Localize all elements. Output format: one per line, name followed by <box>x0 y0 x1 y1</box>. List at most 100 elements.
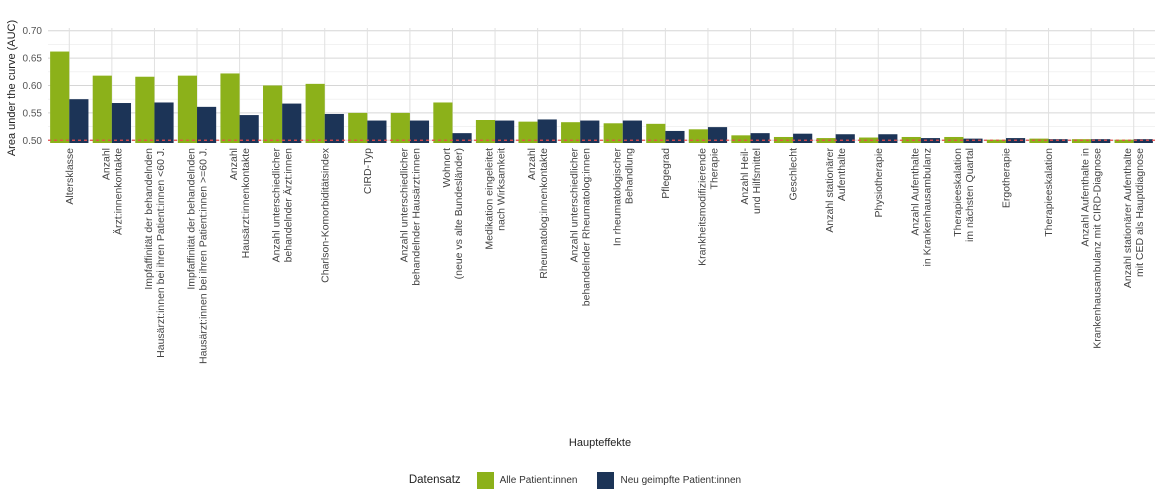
bar-neu-geimpfte-patientinnen <box>452 133 472 143</box>
x-axis-title: Haupteffekte <box>569 437 631 449</box>
x-category-label: CIRD-Typ <box>362 148 374 194</box>
x-category-label-line: Therapieeskalation <box>952 148 964 237</box>
x-category-label-line: Hausärzt:innen bei ihren Patient:innen <… <box>155 148 167 358</box>
bar-alle-patientinnen <box>688 129 708 143</box>
x-category-label-line: mit CED als Hauptdiagnose <box>1134 148 1146 277</box>
y-axis-title: Area under the curve (AUC) <box>6 20 18 156</box>
x-category-label-line: Ärzt:innenkontakte <box>112 148 124 235</box>
legend-title: Datensatz <box>408 474 461 486</box>
bar-alle-patientinnen <box>177 75 198 143</box>
x-category-label: Anzahl unterschiedlicher behandelnder Hau… <box>398 148 422 286</box>
x-category-label-line: Krankheitsmodifizierende <box>696 148 708 266</box>
bar-alle-patientinnen <box>390 112 410 143</box>
x-category-label-line: Hausärzt:innenkontakte <box>240 148 252 258</box>
bar-neu-geimpfte-patientinnen <box>111 103 132 143</box>
x-category-label-line: Anzahl unterschiedlicher <box>569 148 581 263</box>
x-category-label: Anzahl Ärzt:innenkontakte <box>100 148 124 235</box>
bar-neu-geimpfte-patientinnen <box>878 134 898 143</box>
x-category-label-line: Anzahl <box>526 148 538 180</box>
bar-neu-geimpfte-patientinnen <box>537 119 557 143</box>
x-category-label: Ergotherapie <box>1000 148 1012 208</box>
bar-alle-patientinnen <box>1114 139 1134 143</box>
bar-neu-geimpfte-patientinnen <box>367 120 387 143</box>
x-category-label-line: Therapie <box>708 148 720 190</box>
x-category-label-line: Geschlecht <box>788 148 800 201</box>
x-category-label-line: in Krankenhausambulanz <box>921 148 933 267</box>
x-category-label-line: im nächsten Quartal <box>964 148 976 242</box>
bar-alle-patientinnen <box>944 136 964 143</box>
bar-neu-geimpfte-patientinnen <box>324 113 344 143</box>
x-category-label: In rheumatologischer Behandlung <box>611 148 635 247</box>
x-category-label: Anzahl Aufenthalte in Krankenhausambulanz <box>909 148 933 267</box>
legend-swatch-alle <box>476 471 494 489</box>
x-axis-category-labels: Altersklasse Anzahl Ärzt:innenkontakte Impf… <box>64 147 1146 364</box>
bar-alle-patientinnen <box>220 73 240 143</box>
x-category-label: Krankheitsmodifizierende Therapie <box>696 148 720 266</box>
x-category-label-line: Hausärzt:innen bei ihren Patient:innen >… <box>198 148 210 364</box>
bar-neu-geimpfte-patientinnen <box>282 103 302 143</box>
bar-neu-geimpfte-patientinnen <box>495 120 515 143</box>
x-category-label-line: und Hilfsmittel <box>751 148 763 214</box>
x-category-label-line: In rheumatologischer <box>611 148 623 247</box>
bar-alle-patientinnen <box>50 51 70 143</box>
bar-neu-geimpfte-patientinnen <box>197 106 217 143</box>
x-category-label-line: Impfaffinität der behandelnden <box>143 148 155 290</box>
x-category-label-line: Ergotherapie <box>1000 148 1012 208</box>
x-category-label: Therapieeskalation im nächsten Quartal <box>952 148 976 242</box>
bar-alle-patientinnen <box>731 135 751 143</box>
x-category-label: Therapieeskalation <box>1043 148 1055 237</box>
x-category-label: Charlson-Komorbiditätsindex <box>319 147 331 283</box>
x-category-label-line: behandelnder Ärzt:innen <box>283 148 295 263</box>
x-category-label: Wohnort (neue vs alte Bundesländer) <box>441 148 465 279</box>
legend: Datensatz Alle Patient:innen Neu geimpft… <box>0 470 1160 490</box>
x-category-label: Anzahl stationärer Aufenthalte mit CED al… <box>1122 148 1146 288</box>
x-category-label: Anzahl Hausärzt:innenkontakte <box>228 148 252 258</box>
x-category-label-line: Anzahl stationärer <box>824 148 836 233</box>
bar-alle-patientinnen <box>92 75 112 143</box>
bar-neu-geimpfte-patientinnen <box>750 133 770 143</box>
y-tick-label: 0.65 <box>23 54 43 65</box>
x-category-label: Anzahl unterschiedlicher behandelnder Rhe… <box>569 148 593 307</box>
x-category-label-line: behandelnder Hausärzt:innen <box>410 148 422 286</box>
bar-neu-geimpfte-patientinnen <box>580 120 600 143</box>
bar-neu-geimpfte-patientinnen <box>665 130 685 143</box>
x-category-label-line: Anzahl Heil- <box>739 147 751 204</box>
x-category-label-line: nach Wirksamkeit <box>496 148 508 231</box>
bar-alle-patientinnen <box>986 139 1006 143</box>
bar-alle-patientinnen <box>816 138 836 143</box>
x-category-label-line: behandelnder Rheumatolog:innen <box>581 148 593 306</box>
x-category-label-line: Therapieeskalation <box>1043 148 1055 237</box>
bar-alle-patientinnen <box>475 120 496 143</box>
bar-alle-patientinnen <box>433 102 453 143</box>
x-category-label-line: Behandlung <box>623 148 635 204</box>
x-category-label-line: Anzahl unterschiedlicher <box>271 148 283 263</box>
x-category-label-line: Anzahl <box>100 148 112 180</box>
bar-alle-patientinnen <box>773 136 794 143</box>
x-category-label: Anzahl stationärer Aufenthalte <box>824 148 848 233</box>
x-category-label: Pflegegrad <box>660 148 672 199</box>
y-tick-label: 0.55 <box>23 108 43 119</box>
legend-item-alle: Alle Patient:innen <box>476 471 577 489</box>
x-category-label-line: Aufenthalte <box>836 148 848 201</box>
bar-alle-patientinnen <box>1071 139 1092 143</box>
x-category-label: Anzahl Aufenthalte in Krankenhausambulanz… <box>1080 148 1104 349</box>
auc-bar-chart: 0.500.550.600.650.70 Altersklasse Anzahl Ä… <box>6 20 1155 449</box>
x-category-label: Altersklasse <box>64 148 76 205</box>
x-category-label: Physiotherapie <box>873 148 885 218</box>
x-category-label-line: Anzahl <box>228 148 240 180</box>
x-category-label-line: Krankenhausambulanz mit CIRD-Diagnose <box>1092 148 1104 349</box>
x-category-label: Anzahl Heil-und Hilfsmittel <box>739 147 763 213</box>
legend-label-neu-geimpft: Neu geimpfte Patient:innen <box>620 474 742 486</box>
x-category-label: Impfaffinität der behandelnden Hausärzt:i… <box>186 148 210 364</box>
y-tick-label: 0.50 <box>23 136 43 147</box>
bar-neu-geimpfte-patientinnen <box>154 102 174 143</box>
x-category-label: Anzahl unterschiedlicher behandelnder Ärz… <box>271 148 295 263</box>
bar-neu-geimpfte-patientinnen <box>239 115 259 143</box>
bar-neu-geimpfte-patientinnen <box>1133 139 1153 143</box>
bars <box>50 51 1153 143</box>
legend-item-neu-geimpft: Neu geimpfte Patient:innen <box>597 471 742 489</box>
x-category-label-line: Altersklasse <box>64 148 76 205</box>
x-category-label-line: Impfaffinität der behandelnden <box>186 148 198 290</box>
x-category-label: Medikation eingeleitet nach Wirksamkeit <box>484 148 508 250</box>
bar-neu-geimpfte-patientinnen <box>69 99 89 143</box>
